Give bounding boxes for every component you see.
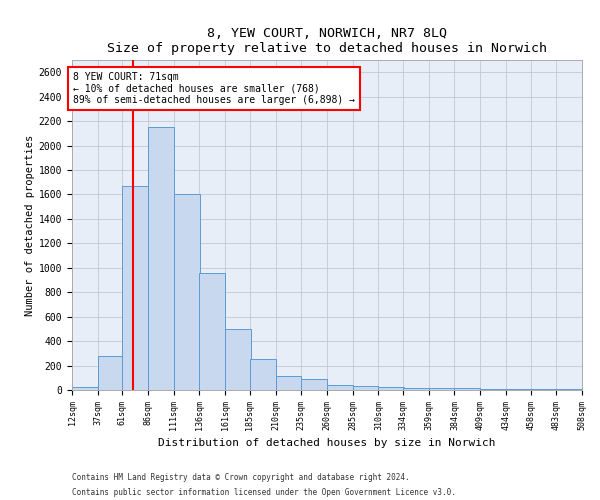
Bar bbox=[148, 127, 174, 390]
Bar bbox=[301, 379, 327, 390]
Bar bbox=[379, 387, 404, 390]
Bar bbox=[98, 356, 124, 390]
X-axis label: Distribution of detached houses by size in Norwich: Distribution of detached houses by size … bbox=[158, 438, 496, 448]
Text: 8 YEW COURT: 71sqm
← 10% of detached houses are smaller (768)
89% of semi-detach: 8 YEW COURT: 71sqm ← 10% of detached hou… bbox=[73, 72, 355, 106]
Bar bbox=[480, 388, 506, 390]
Bar bbox=[72, 387, 98, 390]
Bar bbox=[174, 194, 199, 390]
Y-axis label: Number of detached properties: Number of detached properties bbox=[25, 134, 35, 316]
Title: 8, YEW COURT, NORWICH, NR7 8LQ
Size of property relative to detached houses in N: 8, YEW COURT, NORWICH, NR7 8LQ Size of p… bbox=[107, 26, 547, 54]
Bar bbox=[199, 272, 225, 390]
Text: Contains HM Land Registry data © Crown copyright and database right 2024.: Contains HM Land Registry data © Crown c… bbox=[72, 473, 410, 482]
Bar bbox=[530, 388, 556, 390]
Bar bbox=[225, 329, 251, 390]
Text: Contains public sector information licensed under the Open Government Licence v3: Contains public sector information licen… bbox=[72, 488, 456, 497]
Bar bbox=[429, 388, 455, 390]
Bar bbox=[122, 186, 148, 390]
Bar bbox=[275, 376, 301, 390]
Bar bbox=[250, 360, 275, 390]
Bar bbox=[353, 386, 379, 390]
Bar bbox=[403, 388, 429, 390]
Bar bbox=[455, 388, 480, 390]
Bar bbox=[327, 385, 353, 390]
